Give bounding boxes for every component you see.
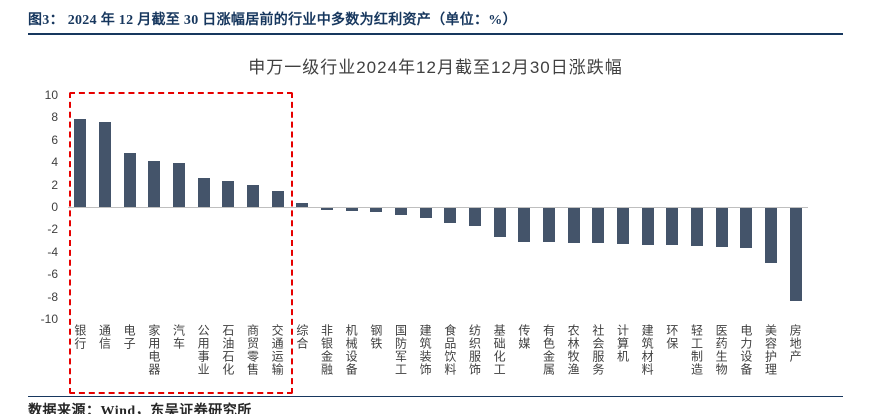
category-label: 轻工制造 — [689, 324, 704, 376]
category-label: 商贸零售 — [245, 324, 260, 376]
category-label: 建筑材料 — [640, 324, 655, 376]
category-label: 社会服务 — [590, 324, 605, 376]
category-label: 石油石化 — [220, 324, 235, 376]
y-tick-label: -8 — [47, 289, 58, 304]
category-label: 传媒 — [516, 324, 531, 350]
chart-title: 申万一级行业2024年12月截至12月30日涨跌幅 — [248, 58, 623, 77]
zero-axis-line — [68, 207, 808, 208]
category-label: 纺织服饰 — [467, 324, 482, 376]
bar — [691, 208, 703, 247]
bar — [789, 208, 802, 301]
category-label: 建筑装饰 — [418, 324, 433, 376]
y-tick-label: 6 — [51, 132, 58, 147]
bar — [321, 208, 333, 211]
category-label: 机械设备 — [344, 324, 359, 376]
bar — [567, 208, 580, 243]
category-label: 家用电器 — [146, 324, 161, 376]
category-label: 公用事业 — [196, 324, 211, 376]
category-label: 综合 — [294, 324, 309, 350]
bar — [641, 208, 654, 245]
bar — [123, 153, 136, 207]
bar — [370, 208, 383, 213]
category-label: 通信 — [97, 324, 112, 350]
category-label: 农林牧渔 — [566, 324, 581, 376]
category-label: 美容护理 — [763, 324, 778, 376]
y-tick-label: 2 — [51, 177, 58, 192]
category-label: 有色金属 — [541, 324, 556, 376]
bar — [469, 208, 481, 226]
bar — [765, 208, 777, 263]
figure-caption: 图3： 2024 年 12 月截至 30 日涨幅居前的行业中多数为红利资产（单位… — [28, 13, 517, 28]
bar — [493, 208, 506, 238]
category-label: 计算机 — [615, 324, 630, 363]
y-tick-label: 4 — [51, 155, 58, 170]
category-label: 食品饮料 — [442, 324, 457, 376]
y-tick-label: -10 — [40, 312, 58, 326]
bar — [222, 181, 235, 207]
bar — [740, 208, 753, 249]
category-label: 房地产 — [788, 324, 803, 363]
category-label: 非银金融 — [319, 324, 334, 376]
category-label: 国防军工 — [393, 324, 408, 376]
bar — [419, 208, 432, 219]
bar — [395, 208, 407, 215]
caption-underline — [28, 33, 843, 35]
bar — [592, 208, 605, 243]
bar — [617, 208, 629, 244]
bar — [148, 161, 161, 207]
y-tick-label: 8 — [51, 110, 58, 125]
plot-area — [68, 95, 808, 319]
y-tick-label: -6 — [47, 267, 58, 282]
category-label: 交通运输 — [270, 324, 285, 376]
source-note: 数据来源：Wind，东吴证券研究所 — [28, 404, 252, 414]
bar — [666, 208, 679, 245]
x-axis-labels: 银行 通信 电子 家用电器 汽车 公用事业 石油石化 商贸零售 交通运输 综合 非银金融 机械设备 钢铁… — [68, 324, 808, 394]
category-label: 基础化工 — [492, 324, 507, 376]
y-tick-label: 10 — [44, 88, 58, 102]
category-label: 银行 — [72, 324, 87, 350]
bar — [74, 118, 87, 207]
bar — [543, 208, 555, 242]
bar — [715, 208, 728, 248]
bar — [173, 163, 185, 207]
category-label: 电力设备 — [738, 324, 753, 376]
bar — [518, 208, 531, 242]
bar — [197, 177, 210, 207]
highlight-box — [69, 92, 293, 394]
bar — [99, 121, 111, 207]
footer-rule — [28, 396, 843, 397]
category-label: 环保 — [664, 324, 679, 350]
bar — [296, 202, 309, 207]
bar — [271, 191, 284, 207]
bar — [444, 208, 457, 223]
category-label: 汽车 — [171, 324, 186, 350]
category-label: 医药生物 — [714, 324, 729, 376]
category-label: 钢铁 — [368, 324, 383, 350]
y-tick-label: -2 — [47, 222, 58, 237]
bar — [345, 208, 358, 212]
category-label: 电子 — [122, 324, 137, 350]
bar — [247, 184, 259, 207]
y-tick-label: -4 — [47, 244, 58, 259]
y-tick-label: 0 — [51, 200, 58, 214]
